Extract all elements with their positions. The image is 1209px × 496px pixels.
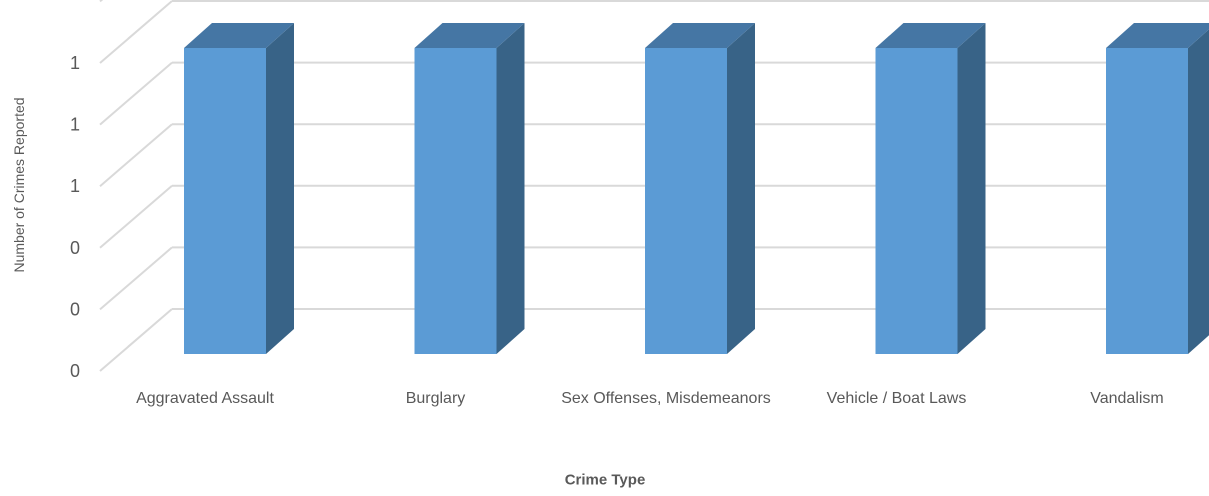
y-axis-title: Number of Crimes Reported [11,97,27,273]
x-tick-label: Vehicle / Boat Laws [827,390,967,407]
gridline-side [99,308,173,372]
bar [875,23,986,354]
bar-top [414,23,525,48]
x-tick-label: Burglary [406,390,466,407]
gridline-side [99,246,173,311]
bar-side [957,23,986,354]
x-axis-title: Crime Type [564,471,646,489]
gridline-side [99,185,173,249]
gridline-side [99,0,104,3]
bar-top [184,23,294,48]
bars [184,23,1209,354]
bar-side [727,23,755,354]
bar [184,23,294,354]
bar-side [1188,29,1209,354]
y-axis-ticks: 0 0 0 1 1 1 [70,53,80,381]
y-tick-label: 1 [70,53,80,73]
gridline-side [99,61,173,126]
bar-front [184,48,266,354]
bar-top [645,23,755,48]
bar-side [266,23,294,354]
x-tick-label: Aggravated Assault [136,390,274,407]
y-tick-label: 0 [70,238,80,258]
bar-front [414,48,497,354]
bar-front [645,48,727,354]
x-axis-ticks: Aggravated Assault Burglary Sex Offenses, … [136,390,1164,407]
bar-front [875,48,958,354]
bar [645,23,755,354]
bar [414,23,525,354]
bar-top [875,23,986,48]
y-tick-label: 0 [70,299,80,319]
x-tick-label: Vandalism [1090,390,1164,407]
bar-front [1106,48,1188,354]
x-tick-label: Sex Offenses, Misdemeanors [561,390,771,407]
y-tick-label: 0 [70,361,80,381]
bar [1106,23,1209,354]
y-tick-label: 1 [70,176,80,196]
gridline-side [99,123,173,187]
bar-top [1106,23,1209,48]
y-tick-label: 1 [70,115,80,135]
bar-side [496,23,525,354]
gridline-side [99,0,173,64]
